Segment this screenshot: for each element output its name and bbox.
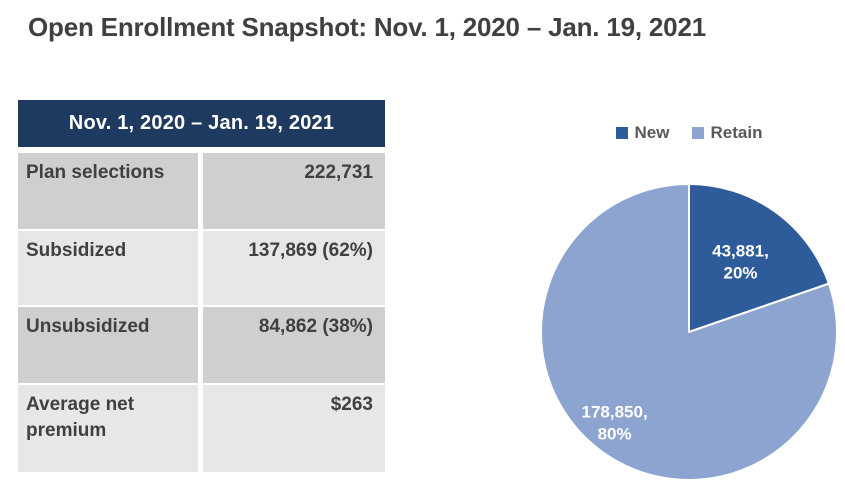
row-label: Plan selections [18, 153, 198, 229]
page-title: Open Enrollment Snapshot: Nov. 1, 2020 –… [28, 12, 706, 42]
legend-swatch-new-icon [615, 127, 628, 139]
legend-label-new: New [634, 123, 670, 142]
chart-legend: New Retain [538, 123, 840, 143]
pie-slice-label-new: 43,881, 20% [712, 242, 769, 283]
row-value: $263 [203, 385, 385, 472]
table-row: Average net premium $263 [18, 385, 385, 472]
row-value: 222,731 [203, 153, 385, 229]
table-row: Subsidized 137,869 (62%) [18, 231, 385, 305]
legend-item-new: New [615, 123, 670, 143]
row-value: 137,869 (62%) [203, 231, 385, 305]
row-value: 84,862 (38%) [203, 307, 385, 383]
table-row: Plan selections 222,731 [18, 153, 385, 229]
pie-chart: 43,881, 20% 178,850, 80% [539, 183, 838, 481]
table-header: Nov. 1, 2020 – Jan. 19, 2021 [18, 100, 385, 147]
row-label: Unsubsidized [18, 307, 198, 383]
pie-slice-retain [539, 183, 838, 481]
legend-label-retain: Retain [710, 123, 763, 142]
pie-slice-label-retain: 178,850, 80% [582, 402, 648, 443]
row-label: Average net premium [18, 385, 198, 472]
row-label: Subsidized [18, 231, 198, 305]
table-row: Unsubsidized 84,862 (38%) [18, 307, 385, 383]
summary-table: Nov. 1, 2020 – Jan. 19, 2021 Plan select… [18, 100, 385, 472]
legend-item-retain: Retain [691, 123, 763, 143]
legend-swatch-retain-icon [691, 127, 704, 139]
